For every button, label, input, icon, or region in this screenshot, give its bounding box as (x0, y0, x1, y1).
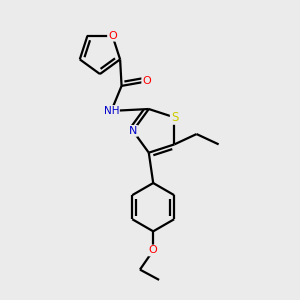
Text: S: S (171, 111, 178, 124)
Text: NH: NH (103, 106, 119, 116)
Text: N: N (129, 126, 137, 136)
Text: O: O (149, 245, 158, 256)
Text: O: O (108, 31, 117, 41)
Text: O: O (142, 76, 151, 86)
